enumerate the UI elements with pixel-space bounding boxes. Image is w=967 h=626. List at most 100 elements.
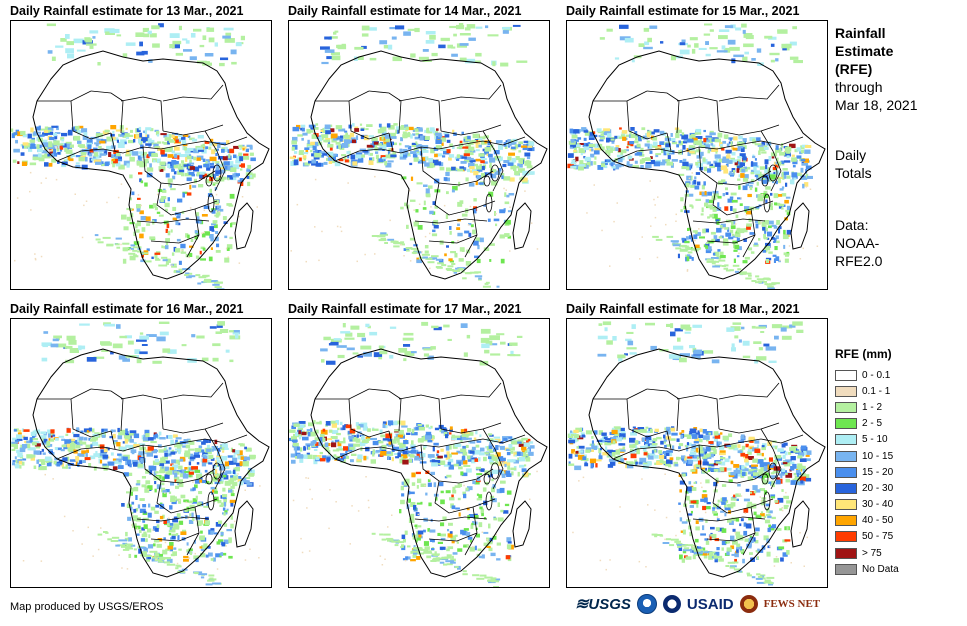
rainfall-cell	[495, 533, 497, 536]
rainfall-cell	[804, 182, 809, 187]
rainfall-cell	[697, 456, 700, 460]
rainfall-cell	[144, 429, 150, 434]
rainfall-cell	[393, 123, 398, 126]
rainfall-cell	[712, 265, 720, 268]
rainfall-cell	[186, 542, 189, 546]
rainfall-cell	[83, 204, 85, 207]
rainfall-cell	[416, 525, 422, 528]
rainfall-cell	[432, 558, 439, 561]
rainfall-cell	[159, 331, 169, 336]
rainfall-cell	[139, 132, 142, 138]
rainfall-cell	[324, 436, 327, 441]
rainfall-cell	[313, 459, 318, 465]
rainfall-cell	[510, 440, 518, 445]
rainfall-cell	[222, 35, 231, 39]
rainfall-cell	[36, 459, 40, 464]
rainfall-cell	[187, 358, 197, 363]
rainfall-cell	[235, 42, 242, 47]
rainfall-cell	[69, 438, 76, 442]
rainfall-cell	[347, 159, 351, 163]
rainfall-cell	[294, 448, 298, 454]
rainfall-cell	[91, 436, 98, 441]
rainfall-cell	[415, 471, 421, 475]
rainfall-cell	[227, 149, 230, 153]
rainfall-cell	[332, 156, 336, 161]
rainfall-cell	[662, 159, 668, 164]
rainfall-cell	[703, 129, 706, 133]
rainfall-cell	[171, 533, 177, 536]
rainfall-cell	[200, 530, 203, 534]
rainfall-cell	[173, 246, 177, 252]
rainfall-cell	[331, 430, 339, 434]
rainfall-cell	[636, 152, 643, 156]
rainfall-cell	[683, 205, 687, 210]
rainfall-cell	[574, 434, 580, 439]
rainfall-cell	[705, 53, 711, 57]
rainfall-cell	[77, 130, 81, 135]
country-border	[482, 130, 504, 192]
rainfall-cell	[290, 250, 292, 252]
rainfall-cell	[249, 469, 255, 474]
rainfall-map-panel: Daily Rainfall estimate for 17 Mar., 202…	[288, 302, 558, 588]
rainfall-cell	[445, 445, 450, 451]
rainfall-cell	[41, 357, 48, 362]
rainfall-cell	[315, 456, 320, 461]
rainfall-cell	[53, 460, 57, 465]
rainfall-cell	[681, 141, 688, 144]
rainfall-cell	[380, 237, 386, 240]
rainfall-cell	[649, 180, 651, 182]
rainfall-cell	[16, 449, 20, 454]
rainfall-cell	[403, 447, 407, 451]
rainfall-cell	[792, 26, 797, 30]
rainfall-cell	[509, 250, 511, 252]
rainfall-cell	[217, 208, 224, 212]
rainfall-cell	[503, 160, 510, 164]
rainfall-cell	[187, 517, 189, 519]
rainfall-cell	[731, 152, 736, 156]
rainfall-cell	[49, 136, 55, 141]
rainfall-cell	[18, 460, 23, 465]
rainfall-cell	[143, 547, 148, 553]
rainfall-cell	[194, 469, 200, 473]
rainfall-cell	[734, 270, 740, 273]
rainfall-cell	[705, 245, 709, 249]
rainfall-cell	[117, 435, 123, 440]
rainfall-cell	[431, 548, 435, 551]
rainfall-cell	[149, 470, 153, 475]
rainfall-cell	[147, 556, 151, 560]
rainfall-cell	[171, 160, 177, 165]
rainfall-cell	[582, 142, 588, 148]
rainfall-cell	[142, 518, 146, 523]
rainfall-cell	[354, 46, 364, 50]
rainfall-cell	[434, 460, 441, 464]
rainfall-cell	[40, 460, 46, 465]
rainfall-cell	[307, 145, 313, 149]
rainfall-cell	[457, 223, 460, 226]
rainfall-cell	[484, 576, 493, 579]
rainfall-cell	[17, 161, 20, 164]
rainfall-cell	[755, 223, 759, 229]
rainfall-cell	[488, 191, 494, 197]
rainfall-cell	[643, 27, 650, 32]
rainfall-cell	[234, 172, 237, 175]
rainfall-cell	[596, 459, 602, 462]
rainfall-cell	[709, 29, 714, 32]
rainfall-cell	[189, 551, 192, 555]
country-border	[348, 100, 390, 140]
rainfall-cell	[299, 435, 302, 440]
rainfall-cell	[718, 259, 726, 262]
rainfall-cell	[379, 555, 382, 557]
rainfall-cell	[74, 193, 76, 195]
rainfall-cell	[381, 143, 388, 146]
rainfall-cell	[300, 537, 302, 540]
rainfall-cell	[115, 156, 118, 160]
rainfall-cell	[178, 548, 182, 551]
rainfall-cell	[238, 262, 241, 264]
rainfall-cell	[410, 513, 415, 519]
rainfall-cell	[312, 145, 317, 151]
rainfall-cell	[411, 428, 415, 434]
rainfall-cell	[188, 461, 192, 466]
rainfall-cell	[124, 537, 129, 541]
rainfall-cell	[505, 470, 511, 476]
rainfall-cell	[453, 463, 459, 467]
